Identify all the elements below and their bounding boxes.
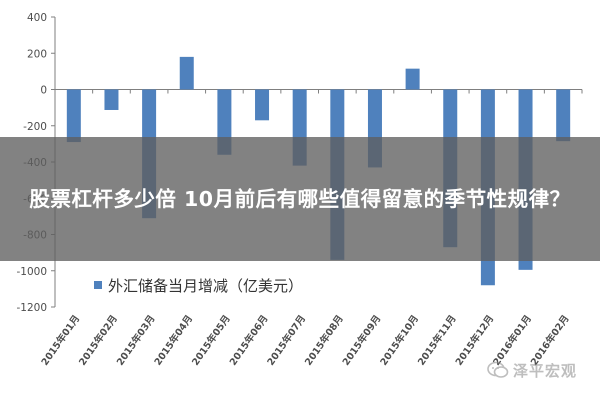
article-title: 股票杠杆多少倍 10月前后有哪些值得留意的季节性规律？ bbox=[29, 187, 571, 211]
legend: 外汇储备当月增减（亿美元） bbox=[94, 277, 303, 295]
y-tick-label: -1200 bbox=[16, 302, 47, 314]
legend-swatch bbox=[94, 281, 102, 289]
y-tick-label: 400 bbox=[27, 12, 47, 24]
title-overlay-banner: 股票杠杆多少倍 10月前后有哪些值得留意的季节性规律？ bbox=[0, 137, 600, 261]
watermark: 泽平宏观 bbox=[487, 355, 597, 385]
watermark-text: 泽平宏观 bbox=[513, 361, 578, 380]
y-tick-label: -200 bbox=[23, 121, 47, 133]
wechat-icon bbox=[487, 361, 509, 378]
bar bbox=[405, 68, 420, 90]
bar bbox=[66, 89, 81, 143]
bar bbox=[104, 89, 119, 110]
bar bbox=[179, 56, 194, 90]
y-tick-label: 200 bbox=[27, 48, 47, 60]
bar bbox=[255, 89, 270, 121]
y-tick-label: 0 bbox=[40, 85, 47, 97]
bar bbox=[556, 89, 571, 142]
y-tick-label: -1000 bbox=[16, 266, 47, 278]
legend-label: 外汇储备当月增减（亿美元） bbox=[108, 277, 303, 295]
